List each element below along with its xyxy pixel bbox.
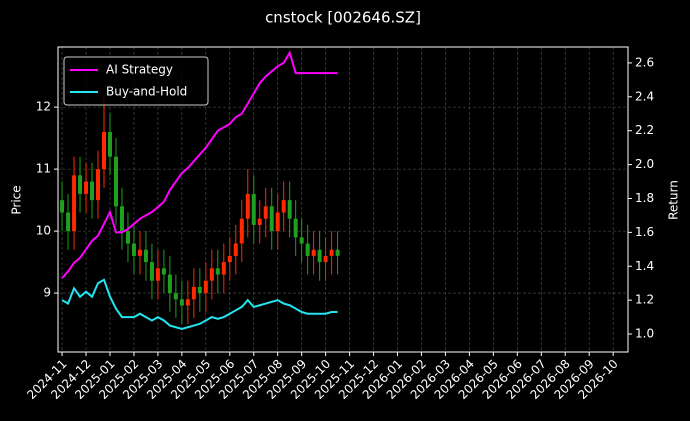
candle-body <box>66 212 71 232</box>
candle-body <box>287 200 292 219</box>
candle-body <box>209 268 214 281</box>
candle-body <box>293 218 298 238</box>
candle-body <box>167 274 172 294</box>
candle-body <box>323 255 328 263</box>
y2-tick-label: 2.0 <box>635 157 654 171</box>
candle-body <box>335 249 340 256</box>
candle-body <box>102 131 107 170</box>
candle-body <box>185 299 190 306</box>
candle-body <box>329 249 334 256</box>
candle-body <box>275 212 280 232</box>
candle-body <box>179 299 184 306</box>
series-line <box>61 278 338 330</box>
candle-body <box>155 268 160 281</box>
candle-body <box>113 156 118 207</box>
y2-tick-label: 2.2 <box>635 123 654 137</box>
legend-label: AI Strategy <box>106 63 173 77</box>
candle-body <box>239 218 244 244</box>
y2-axis-label: Return <box>667 180 681 220</box>
y2-tick-label: 1.2 <box>635 293 654 307</box>
candle-body <box>173 293 178 300</box>
legend-box <box>63 56 209 106</box>
candle-body <box>131 243 136 256</box>
y-tick-label: 10 <box>36 224 51 238</box>
chart-title: cnstock [002646.SZ] <box>265 9 421 27</box>
y2-tick-label: 2.4 <box>635 89 654 103</box>
y-tick-label: 9 <box>43 286 51 300</box>
candle-body <box>60 200 65 213</box>
candle-body <box>90 181 95 201</box>
candle-body <box>317 249 322 263</box>
candle-body <box>107 131 112 157</box>
y-tick-label: 11 <box>36 162 51 176</box>
candle-body <box>72 175 77 232</box>
candle-body <box>245 193 250 219</box>
candle-body <box>299 237 304 244</box>
candle-body <box>137 249 142 256</box>
candle-body <box>84 181 89 194</box>
candle-body <box>227 255 232 263</box>
y2-tick-label: 2.6 <box>635 55 654 69</box>
plot-frame <box>57 46 629 353</box>
y2-tick-label: 1.0 <box>635 327 654 341</box>
y-axis-label: Price <box>10 185 24 214</box>
candle-body <box>269 206 274 232</box>
candle-body <box>119 206 124 232</box>
candle-body <box>257 218 262 225</box>
candle-body <box>215 268 220 275</box>
y2-tick-label: 1.8 <box>635 191 654 205</box>
candle-body <box>143 249 148 263</box>
candle-body <box>125 231 130 244</box>
candle-body <box>161 268 166 275</box>
y2-tick-label: 1.4 <box>635 259 654 273</box>
candle-body <box>305 243 310 256</box>
candle-body <box>96 169 101 201</box>
candle-body <box>263 206 268 219</box>
candle-body <box>149 262 154 281</box>
candle-body <box>197 286 202 294</box>
candle-body <box>203 280 208 294</box>
candle-body <box>78 175 83 194</box>
series-line <box>61 50 338 279</box>
y-tick-label: 12 <box>36 100 51 114</box>
candle-body <box>191 286 196 300</box>
legend-label: Buy-and-Hold <box>106 85 187 99</box>
y2-tick-label: 1.6 <box>635 225 654 239</box>
candle-body <box>233 243 238 256</box>
candle-body <box>281 200 286 213</box>
candle-body <box>251 193 256 225</box>
candle-body <box>221 262 226 275</box>
candle-body <box>311 249 316 256</box>
